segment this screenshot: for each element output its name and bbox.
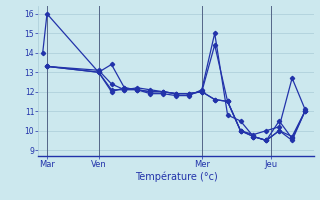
- X-axis label: Température (°c): Température (°c): [135, 172, 217, 182]
